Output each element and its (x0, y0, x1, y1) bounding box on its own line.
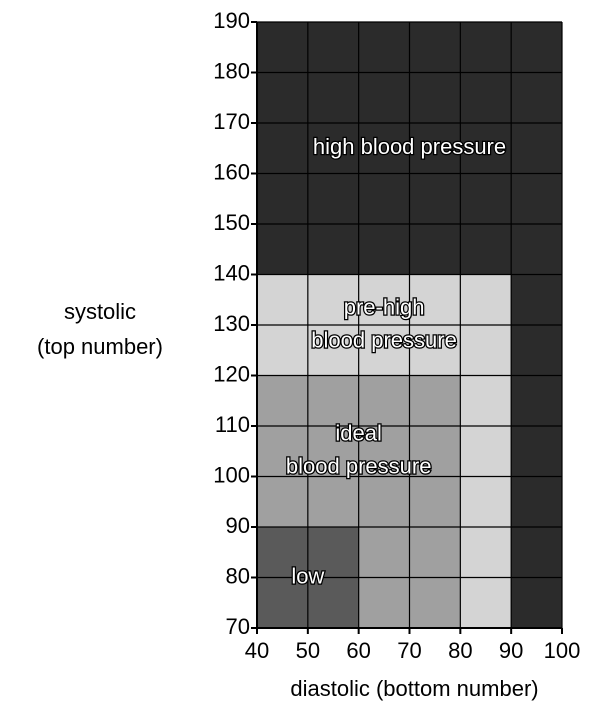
x-tick-label: 70 (397, 638, 421, 663)
region-label: high blood pressure (313, 134, 506, 159)
region-label: blood pressure (311, 327, 457, 352)
region-label: ideal (335, 421, 381, 446)
x-tick-label: 100 (544, 638, 581, 663)
y-tick-label: 170 (213, 109, 250, 134)
x-tick-label: 50 (296, 638, 320, 663)
region-label: low (291, 563, 324, 588)
x-axis-label: diastolic (bottom number) (290, 676, 538, 701)
y-tick-label: 90 (226, 513, 250, 538)
y-axis-label: systolic (64, 299, 136, 324)
y-tick-label: 100 (213, 462, 250, 487)
region-area (511, 274, 562, 628)
y-tick-label: 140 (213, 260, 250, 285)
region-label: pre-high (344, 294, 425, 319)
x-tick-label: 40 (245, 638, 269, 663)
region-area (460, 375, 512, 628)
x-tick-label: 60 (346, 638, 370, 663)
y-tick-label: 80 (226, 563, 250, 588)
y-tick-label: 180 (213, 58, 250, 83)
y-tick-label: 70 (226, 614, 250, 639)
y-tick-label: 160 (213, 159, 250, 184)
x-tick-label: 90 (499, 638, 523, 663)
region-label: blood pressure (286, 454, 432, 479)
y-tick-label: 190 (213, 8, 250, 33)
y-axis-label: (top number) (37, 334, 163, 359)
y-tick-label: 120 (213, 361, 250, 386)
x-tick-label: 80 (448, 638, 472, 663)
y-tick-label: 150 (213, 210, 250, 235)
y-tick-label: 110 (215, 412, 250, 437)
y-tick-label: 130 (213, 311, 250, 336)
